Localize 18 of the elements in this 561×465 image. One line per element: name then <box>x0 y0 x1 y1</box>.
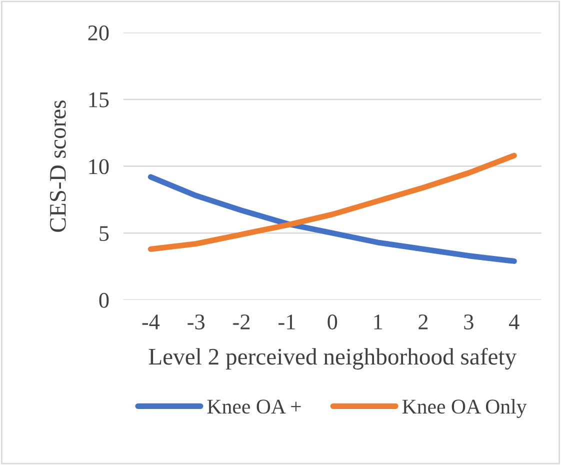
legend-label: Knee OA + <box>207 400 301 414</box>
y-axis-title: CES-D scores <box>50 100 66 232</box>
x-tick-label: 2 <box>418 314 428 330</box>
x-tick-label: -4 <box>142 314 160 330</box>
legend-label: Knee OA Only <box>402 399 527 418</box>
y-tick-label: 0 <box>99 292 109 308</box>
y-tick-label: 15 <box>89 92 109 108</box>
y-tick-label: 20 <box>88 25 109 40</box>
x-tick-label: -2 <box>233 314 250 330</box>
y-tick-label: 5 <box>100 226 109 242</box>
x-tick-label: 0 <box>328 314 338 330</box>
x-tick-label: -3 <box>188 314 204 330</box>
x-axis-title: Level 2 perceived neighborhood safety <box>148 348 517 370</box>
x-tick-label: 1 <box>374 314 382 330</box>
x-tick-label: 4 <box>508 314 520 330</box>
y-tick-label: 10 <box>89 159 109 174</box>
x-tick-label: -1 <box>278 314 295 330</box>
x-tick-label: 3 <box>464 314 474 330</box>
